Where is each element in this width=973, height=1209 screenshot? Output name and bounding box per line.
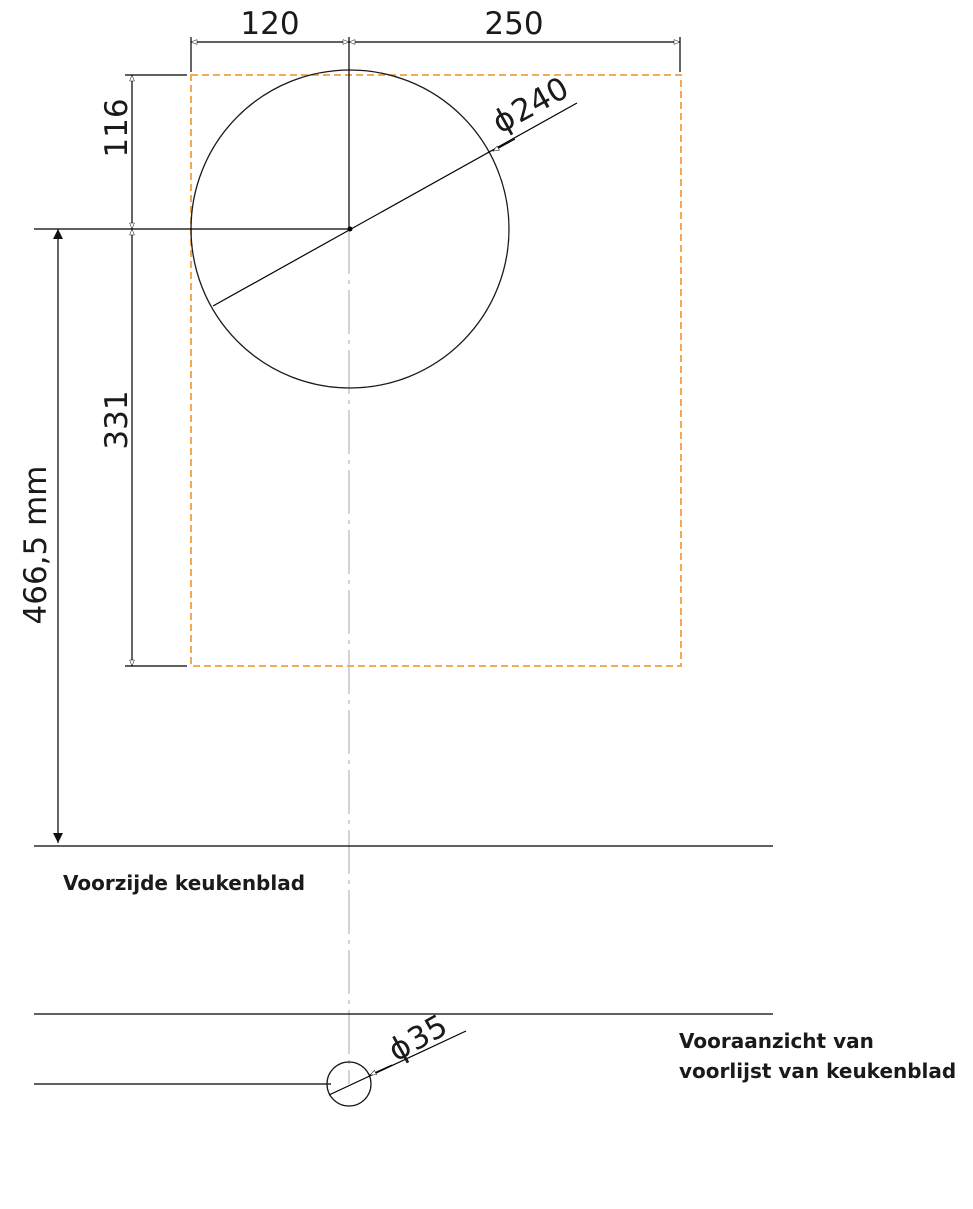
diameter-label-240: ϕ 240: [486, 70, 574, 141]
cutout-outline: [190, 74, 682, 667]
small-hole-circle: [326, 1061, 372, 1107]
diameter-leader-240: [212, 102, 578, 307]
dim-text-116: 116: [99, 98, 135, 157]
dim-text-120: 120: [240, 6, 299, 42]
dim-text-466: 466,5 mm: [18, 466, 54, 625]
label-front-view-line2: voorlijst van keukenblad: [679, 1059, 956, 1083]
label-front-view-line1: Vooraanzicht van: [679, 1029, 874, 1053]
diameter-arrow-240: [492, 138, 516, 152]
dim-text-331: 331: [99, 390, 135, 449]
diameter-leader-35: [328, 1030, 467, 1096]
dim-text-250: 250: [484, 6, 543, 42]
diameter-label-35: ϕ 35: [382, 1008, 453, 1069]
diameter-arrow-35: [369, 1064, 393, 1076]
label-countertop-front: Voorzijde keukenblad: [63, 871, 305, 895]
